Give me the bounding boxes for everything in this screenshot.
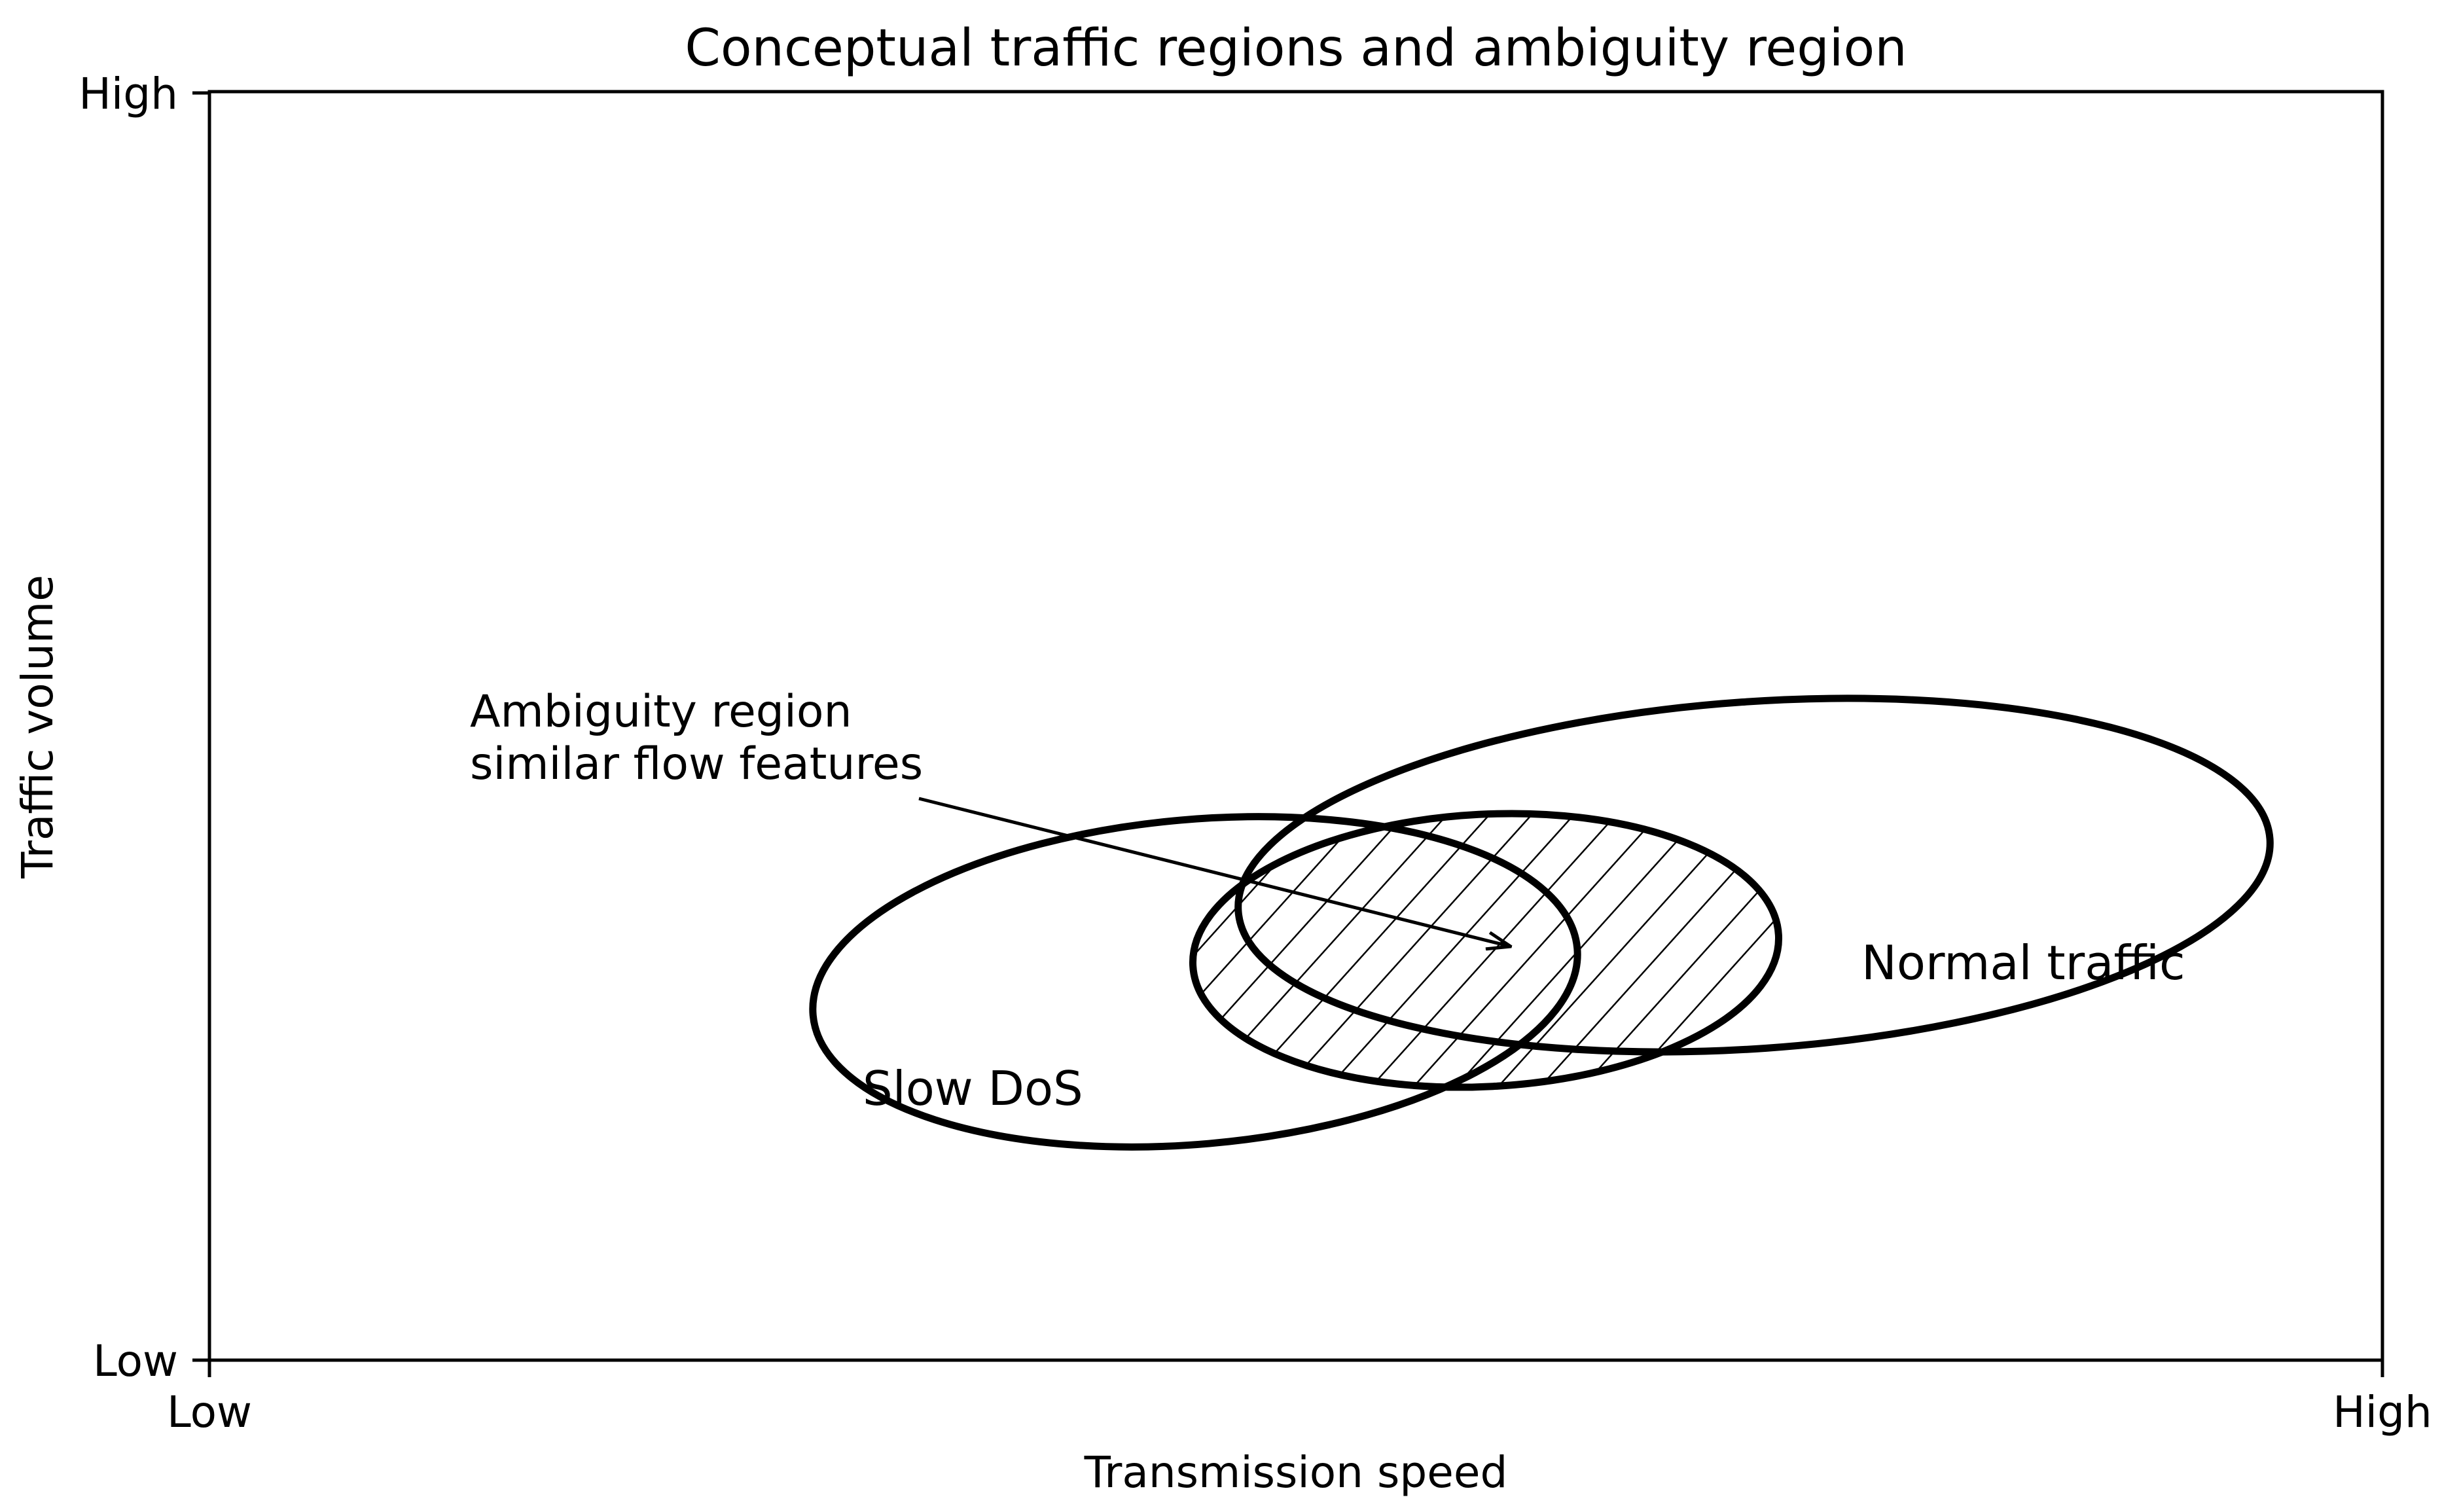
diagram-title: Conceptual traffic regions and ambiguity… (685, 19, 1907, 78)
annotation-line-2: similar flow features (470, 738, 923, 790)
x-axis-label: Transmission speed (1084, 1447, 1508, 1498)
slow-dos-label: Slow DoS (863, 1061, 1083, 1116)
x-tick-label-high: High (2333, 1387, 2432, 1437)
plot-frame (207, 90, 2384, 1362)
y-axis-label: Traffic volume (12, 575, 63, 879)
annotation-line-1: Ambiguity region (470, 686, 852, 738)
x-tick-label-low: Low (167, 1387, 252, 1437)
y-tick-label-high: High (79, 69, 178, 119)
y-tick-label-low: Low (93, 1336, 178, 1386)
annotation-arrow (918, 797, 1511, 946)
normal-traffic-label: Normal traffic (1861, 935, 2185, 990)
